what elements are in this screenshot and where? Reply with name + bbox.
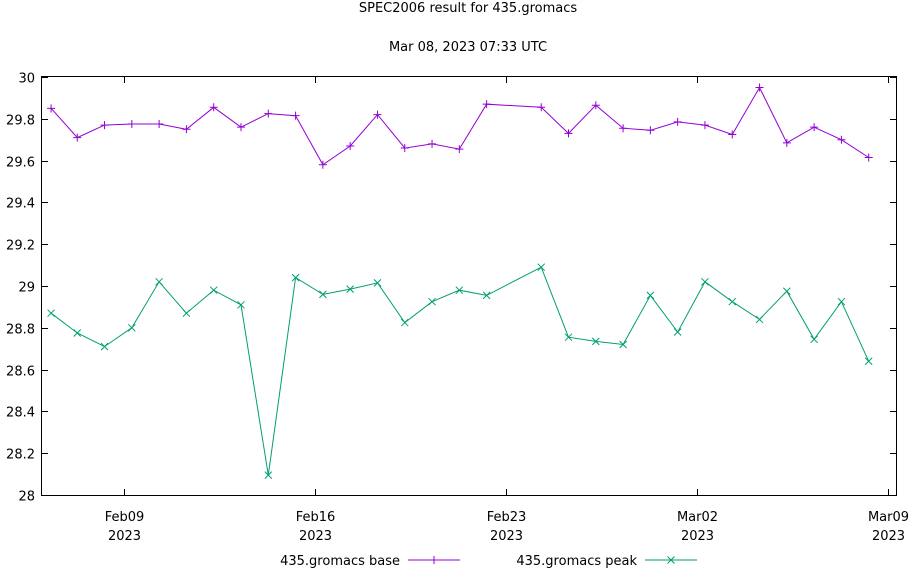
- data-point: [73, 329, 82, 337]
- chart-subtitle: Mar 08, 2023 07:33 UTC: [389, 40, 547, 55]
- data-point: [728, 297, 737, 306]
- x-tick-year-label: 2023: [681, 529, 714, 544]
- data-point: [482, 100, 491, 109]
- series-line: [50, 266, 870, 476]
- data-point: [646, 291, 655, 300]
- series-base: [47, 83, 873, 169]
- data-point: [619, 340, 627, 349]
- x-tick-year-label: 2023: [108, 529, 141, 544]
- y-axis: 28 28.2 28.4 28.6 28.8 29 29.2 29.4 29.6 29.8 30: [6, 72, 896, 505]
- data-point: [591, 101, 600, 110]
- data-point: [209, 103, 218, 112]
- series-layer: [47, 83, 873, 479]
- x-tick-label: Feb09: [105, 510, 145, 525]
- y-tick-label: 29.6: [6, 156, 35, 171]
- y-tick-label: 28.2: [6, 448, 35, 463]
- legend-marker: [430, 556, 438, 564]
- data-point: [346, 285, 355, 293]
- data-point: [318, 160, 327, 169]
- data-point: [591, 337, 600, 346]
- data-point: [47, 104, 56, 113]
- data-point: [810, 335, 818, 344]
- y-tick-label: 29.2: [6, 239, 35, 254]
- data-point: [373, 279, 382, 287]
- data-point: [100, 121, 109, 130]
- data-point: [646, 126, 655, 135]
- data-point: [673, 117, 682, 126]
- x-tick-label: Mar09: [868, 510, 909, 525]
- data-point: [264, 109, 273, 118]
- data-point: [237, 300, 245, 309]
- data-point: [291, 111, 300, 120]
- x-tick-label: Mar02: [677, 510, 718, 525]
- data-point: [537, 103, 546, 112]
- data-point: [428, 297, 436, 306]
- data-point: [482, 291, 491, 300]
- data-point: [701, 277, 709, 286]
- data-point: [564, 333, 573, 342]
- y-tick-label: 30: [18, 72, 35, 87]
- legend-marker: [667, 556, 675, 564]
- data-point: [864, 153, 873, 162]
- x-tick-label: Feb23: [487, 510, 527, 525]
- data-point: [837, 135, 846, 144]
- data-point: [455, 286, 464, 295]
- data-point: [810, 123, 819, 132]
- x-tick-year-label: 2023: [872, 529, 905, 544]
- data-point: [127, 120, 136, 129]
- data-point: [373, 110, 382, 119]
- data-point: [400, 144, 409, 153]
- x-axis: Feb09 2023 Feb16 2023 Feb23 2023 Mar02 2023 Mar0…: [105, 77, 909, 544]
- data-point: [428, 139, 437, 148]
- data-point: [864, 357, 873, 366]
- data-point: [728, 130, 737, 139]
- y-tick-label: 29: [18, 281, 35, 296]
- data-point: [155, 120, 164, 129]
- x-tick-year-label: 2023: [490, 529, 523, 544]
- data-point: [455, 145, 464, 154]
- legend-label: 435.gromacs peak: [516, 554, 637, 569]
- data-point: [346, 141, 355, 150]
- plot-area-border: [41, 76, 897, 496]
- data-point: [782, 138, 791, 147]
- data-point: [100, 342, 109, 351]
- data-point: [291, 273, 300, 282]
- series-peak: [47, 263, 873, 479]
- y-tick-label: 29.4: [6, 197, 35, 212]
- data-point: [619, 124, 628, 133]
- data-point: [47, 309, 55, 318]
- data-point: [837, 297, 846, 306]
- chart-title: SPEC2006 result for 435.gromacs: [359, 1, 578, 16]
- data-point: [182, 309, 191, 318]
- data-point: [782, 287, 791, 296]
- x-tick-label: Feb16: [296, 510, 336, 525]
- data-point: [319, 290, 327, 299]
- data-point: [755, 315, 764, 324]
- data-point: [127, 323, 136, 332]
- x-tick-year-label: 2023: [299, 529, 332, 544]
- y-tick-label: 28: [18, 490, 35, 505]
- data-point: [155, 277, 163, 286]
- legend-label: 435.gromacs base: [280, 554, 400, 569]
- y-tick-label: 28.6: [6, 365, 35, 380]
- data-point: [209, 286, 218, 295]
- data-point: [700, 121, 709, 130]
- data-point: [264, 471, 273, 479]
- data-point: [755, 83, 764, 92]
- data-point: [182, 125, 191, 134]
- data-point: [673, 328, 682, 336]
- data-point: [400, 318, 409, 327]
- legend: 435.gromacs base 435.gromacs peak: [280, 554, 697, 569]
- y-tick-label: 29.8: [6, 114, 35, 129]
- data-point: [73, 133, 82, 142]
- y-tick-label: 28.8: [6, 323, 35, 338]
- data-point: [237, 123, 246, 132]
- y-tick-label: 28.4: [6, 406, 35, 421]
- data-point: [564, 129, 573, 138]
- series-line: [50, 86, 869, 166]
- data-point: [537, 263, 546, 272]
